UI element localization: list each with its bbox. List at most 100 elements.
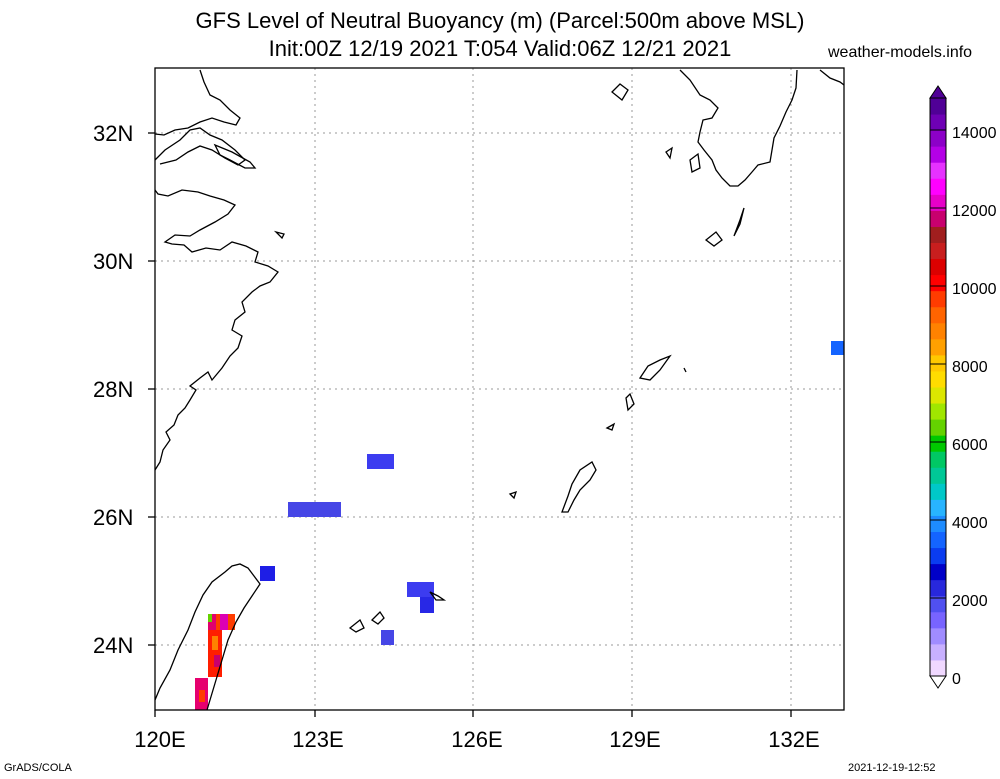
island-tanegashima	[733, 207, 745, 237]
colorbar-swatch	[930, 338, 946, 356]
island-zhoushan	[273, 230, 285, 240]
colorbar-swatch	[930, 130, 946, 147]
colorbar-swatch	[930, 146, 946, 163]
coast-china	[154, 189, 279, 471]
lat-labels: 32N 30N 28N 26N 24N	[93, 121, 133, 658]
colorbar-swatch	[930, 483, 946, 500]
colorbar-swatch	[930, 194, 946, 211]
cell-tw-2b	[220, 614, 228, 630]
cb-label-12000: 12000	[952, 203, 997, 220]
island-tokunoshima	[625, 392, 635, 412]
axis-ticks	[148, 132, 792, 717]
colorbar-swatch	[930, 290, 946, 308]
island-okinawa	[561, 461, 597, 513]
colorbar-swatch	[930, 274, 946, 292]
cell-tw-3c	[214, 655, 220, 667]
cb-label-0: 0	[952, 671, 961, 688]
island-ishigaki-b	[370, 610, 385, 625]
footer-timestamp: 2021-12-19-12:52	[848, 762, 936, 774]
cell-d	[407, 582, 434, 597]
lat-label-30: 30N	[93, 249, 133, 274]
colorbar-swatch	[930, 435, 946, 452]
cell-c	[260, 566, 275, 581]
lon-labels: 120E 123E 126E 129E 132E	[134, 727, 819, 752]
colorbar-swatch	[930, 611, 946, 629]
colorbar-swatch	[930, 387, 946, 404]
cell-f	[381, 630, 394, 645]
island-miyako	[348, 618, 365, 633]
colorbar-swatch	[930, 322, 946, 340]
cb-label-2000: 2000	[952, 593, 988, 610]
cell-b	[288, 502, 341, 517]
colorbar-swatch	[930, 162, 946, 179]
lon-label-123: 123E	[292, 727, 343, 752]
coast-north	[154, 69, 241, 136]
lat-label-32: 32N	[93, 121, 133, 146]
colorbar-swatch	[930, 306, 946, 324]
lnb-cells	[195, 341, 844, 710]
lat-label-26: 26N	[93, 505, 133, 530]
cb-label-10000: 10000	[952, 281, 997, 298]
colorbar-swatch	[930, 451, 946, 468]
colorbar-swatch	[930, 370, 946, 388]
colorbar-swatch	[930, 242, 946, 260]
colorbar-swatch	[930, 499, 946, 516]
coast-kyushu	[679, 69, 798, 187]
island-gotos	[611, 83, 629, 101]
cb-label-8000: 8000	[952, 359, 988, 376]
cb-label-14000: 14000	[952, 125, 997, 142]
chart-subtitle: Init:00Z 12/19 2021 T:054 Valid:06Z 12/2…	[268, 36, 732, 61]
lon-label-126: 126E	[451, 727, 502, 752]
cell-ne	[831, 341, 844, 355]
colorbar-swatch	[930, 467, 946, 484]
lat-label-28: 28N	[93, 377, 133, 402]
cell-tw-3b	[212, 636, 218, 650]
colorbar-labels: 14000 12000 10000 8000 6000 4000 2000 0	[952, 125, 997, 688]
island-okinoerabu	[605, 422, 616, 431]
colorbar-swatch	[930, 114, 946, 131]
lon-label-129: 129E	[609, 727, 660, 752]
lat-label-24: 24N	[93, 633, 133, 658]
colorbar-swatch	[930, 178, 946, 195]
island-koshiki	[689, 152, 701, 173]
island-yakushima	[704, 231, 723, 247]
cell-e	[420, 597, 434, 613]
lon-label-120: 120E	[134, 727, 185, 752]
colorbar-swatch	[930, 98, 946, 115]
colorbar-swatch	[930, 419, 946, 436]
colorbar	[929, 85, 947, 689]
colorbar-swatch	[930, 354, 946, 372]
colorbar-swatch	[930, 258, 946, 276]
island-amami-dot	[683, 367, 687, 373]
chart-title: GFS Level of Neutral Buoyancy (m) (Parce…	[195, 8, 805, 33]
colorbar-swatch	[930, 563, 946, 581]
cell-a	[367, 454, 394, 469]
island-small-1	[665, 146, 673, 160]
colorbar-swatch	[930, 627, 946, 645]
colorbar-bottom-arrow	[929, 675, 947, 689]
coastlines	[154, 69, 845, 711]
island-amami	[638, 354, 672, 381]
cb-label-4000: 4000	[952, 515, 988, 532]
colorbar-swatch	[930, 595, 946, 613]
cb-label-6000: 6000	[952, 437, 988, 454]
coast-taiwan	[154, 563, 261, 711]
colorbar-swatch	[930, 547, 946, 565]
footer-credit: GrADS/COLA	[4, 762, 72, 774]
coast-china-b	[154, 127, 247, 166]
island-kume	[508, 490, 518, 500]
coast-kyushu-b	[819, 69, 845, 86]
island-senkaku	[429, 591, 447, 601]
colorbar-swatch	[930, 531, 946, 549]
colorbar-swatch	[930, 403, 946, 420]
colorbar-swatch	[930, 210, 946, 227]
yangtze-mouth	[213, 143, 257, 169]
colorbar-swatch	[930, 515, 946, 532]
colorbar-swatch	[930, 643, 946, 661]
colorbar-swatch	[930, 579, 946, 597]
colorbar-swatch	[930, 659, 946, 677]
cell-tw-4b	[199, 690, 205, 702]
colorbar-swatch	[930, 226, 946, 243]
lon-label-132: 132E	[768, 727, 819, 752]
